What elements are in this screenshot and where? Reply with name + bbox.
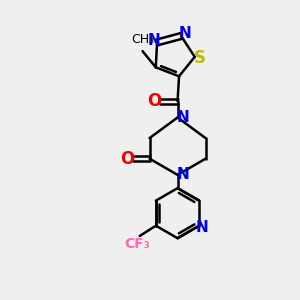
Text: S: S [194,50,206,68]
Text: O: O [120,150,134,168]
Text: O: O [148,92,162,110]
Text: CH₃: CH₃ [131,33,154,46]
Text: CF₃: CF₃ [124,237,150,251]
Text: N: N [196,220,208,235]
Text: N: N [176,110,189,125]
Text: N: N [176,167,189,182]
Text: N: N [178,26,191,41]
Text: N: N [147,33,160,48]
